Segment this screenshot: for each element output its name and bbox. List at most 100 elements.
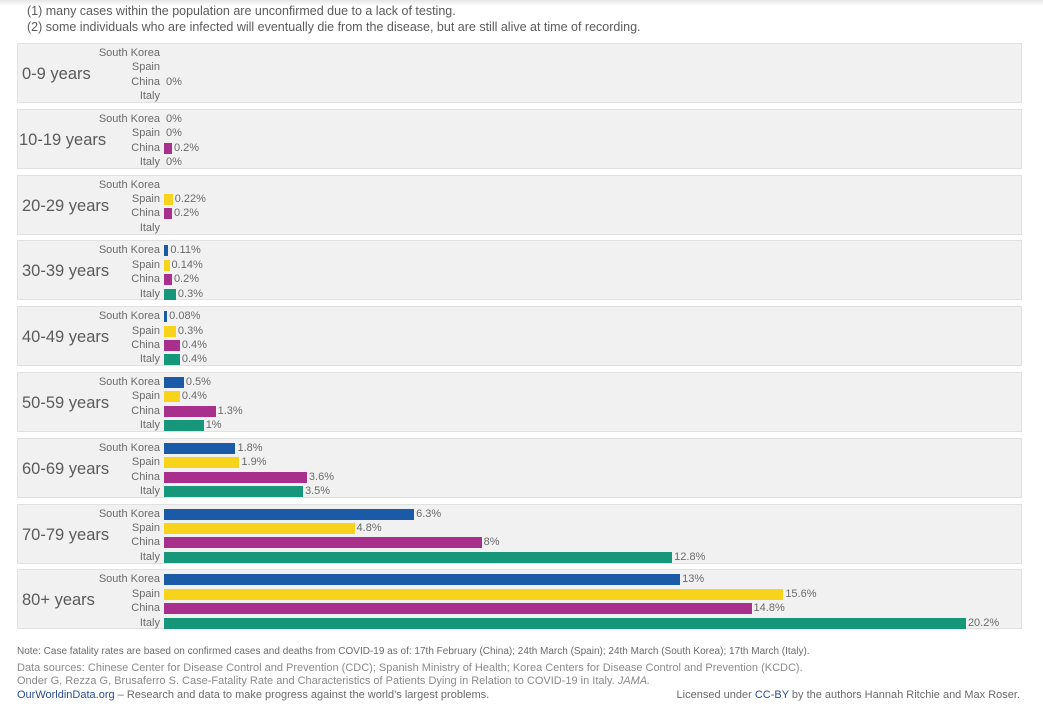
country-label-spain: Spain	[131, 61, 160, 74]
value-label-30-39-years-china: 0.2%	[173, 273, 200, 286]
country-label-china: China	[131, 404, 160, 417]
value-label-50-59-years-china: 1.3%	[217, 404, 243, 417]
value-label-40-49-years-south-korea: 0.08%	[169, 310, 201, 323]
bar-50-59-years-italy	[164, 420, 204, 432]
chart-note: Note: Case fatality rates are based on c…	[17, 646, 810, 657]
footer-left: OurWorldinData.org – Research and data t…	[17, 689, 489, 701]
country-label-italy: Italy	[139, 616, 160, 629]
citation-journal: JAMA.	[617, 675, 651, 687]
value-label-50-59-years-italy: 1%	[205, 419, 222, 432]
bar-70-79-years-south-korea	[164, 508, 415, 520]
value-label-20-29-years-china: 0.2%	[173, 207, 200, 220]
value-label-80-years-south-korea: 13%	[682, 573, 705, 586]
age-label: 70-79 years	[22, 525, 110, 544]
country-label-italy: Italy	[139, 287, 160, 300]
value-label-0-9-years-china: 0%	[166, 75, 182, 88]
country-label-south-korea: South Korea	[98, 573, 160, 586]
country-label-south-korea: South Korea	[98, 178, 160, 191]
country-label-south-korea: South Korea	[98, 112, 160, 125]
bar-70-79-years-spain	[164, 523, 355, 534]
country-label-south-korea: South Korea	[98, 441, 160, 454]
value-label-30-39-years-italy: 0.3%	[177, 287, 203, 300]
value-label-60-69-years-china: 3.6%	[308, 470, 334, 483]
bar-60-69-years-china	[164, 471, 307, 483]
bar-30-39-years-south-korea	[164, 245, 169, 257]
country-label-spain: Spain	[131, 193, 160, 205]
value-label-40-49-years-china: 0.4%	[181, 339, 207, 351]
citation-text: Onder G, Rezza G, Brusaferro S. Case-Fat…	[17, 675, 618, 687]
value-label-10-19-years-china: 0.2%	[173, 141, 200, 154]
country-label-china: China	[131, 339, 160, 351]
bar-40-49-years-south-korea	[164, 311, 168, 323]
age-group-30-39-years	[17, 240, 1022, 301]
bar-70-79-years-china	[164, 537, 482, 549]
age-group-0-9-years	[17, 43, 1022, 103]
country-label-italy: Italy	[139, 221, 160, 234]
age-label: 50-59 years	[22, 394, 110, 412]
value-label-20-29-years-spain: 0.22%	[174, 193, 206, 205]
value-label-70-79-years-spain: 4.8%	[356, 522, 382, 534]
value-label-80-years-spain: 15.6%	[785, 587, 817, 600]
owid-link[interactable]: OurWorldinData.org	[17, 689, 115, 701]
bar-80-years-italy	[164, 617, 966, 629]
country-label-italy: Italy	[139, 550, 160, 563]
country-label-spain: Spain	[131, 522, 160, 534]
value-label-10-19-years-spain: 0%	[166, 127, 182, 140]
country-label-south-korea: South Korea	[98, 47, 160, 59]
intro-line-2: (2) some individuals who are infected wi…	[27, 20, 641, 34]
country-label-south-korea: South Korea	[98, 244, 160, 257]
country-label-china: China	[131, 207, 160, 220]
value-label-10-19-years-south-korea: 0%	[166, 112, 182, 125]
bar-50-59-years-spain	[164, 391, 180, 403]
bar-60-69-years-south-korea	[164, 442, 236, 454]
country-label-china: China	[131, 273, 160, 286]
country-label-china: China	[131, 602, 160, 615]
country-label-china: China	[131, 75, 160, 88]
value-label-60-69-years-spain: 1.9%	[241, 456, 267, 469]
value-label-80-years-china: 14.8%	[753, 602, 785, 615]
country-label-italy: Italy	[139, 156, 160, 168]
age-label: 60-69 years	[22, 459, 110, 478]
country-label-spain: Spain	[131, 587, 160, 600]
country-label-south-korea: South Korea	[98, 310, 160, 323]
value-label-70-79-years-china: 8%	[483, 536, 500, 549]
country-label-south-korea: South Korea	[98, 507, 160, 520]
bar-50-59-years-china	[164, 405, 216, 417]
age-label: 80+ years	[22, 591, 95, 610]
age-group-40-49-years	[17, 306, 1022, 367]
age-label: 10-19 years	[19, 130, 107, 149]
license-link[interactable]: CC-BY	[754, 689, 789, 701]
citation: Onder G, Rezza G, Brusaferro S. Case-Fat…	[17, 675, 650, 687]
bar-30-39-years-china	[164, 274, 172, 286]
country-label-italy: Italy	[139, 90, 160, 103]
country-label-italy: Italy	[139, 353, 160, 366]
age-group-10-19-years	[17, 108, 1022, 169]
value-label-30-39-years-spain: 0.14%	[171, 258, 203, 271]
country-label-italy: Italy	[139, 419, 160, 432]
age-group-20-29-years	[17, 174, 1022, 235]
intro-line-1: (1) many cases within the population are…	[27, 4, 456, 18]
age-label: 0-9 years	[22, 65, 91, 83]
value-label-50-59-years-south-korea: 0.5%	[185, 376, 211, 388]
country-label-italy: Italy	[139, 485, 160, 497]
footer-right: Licensed under CC-BY by the authors Hann…	[677, 689, 1020, 701]
bar-80-years-spain	[164, 588, 784, 600]
country-label-spain: Spain	[131, 324, 160, 337]
country-label-spain: Spain	[131, 390, 160, 403]
bar-30-39-years-spain	[164, 259, 170, 271]
footer-tagline: – Research and data to make progress aga…	[114, 689, 490, 701]
value-label-60-69-years-italy: 3.5%	[304, 485, 331, 497]
country-label-spain: Spain	[131, 258, 160, 271]
bar-60-69-years-italy	[164, 486, 303, 497]
bar-80-years-south-korea	[164, 574, 681, 586]
bar-50-59-years-south-korea	[164, 377, 184, 388]
bar-20-29-years-china	[164, 208, 172, 220]
age-label: 30-39 years	[22, 262, 110, 281]
bar-80-years-china	[164, 603, 752, 615]
value-label-40-49-years-spain: 0.3%	[177, 324, 203, 337]
bar-30-39-years-italy	[164, 288, 176, 300]
country-label-spain: Spain	[131, 456, 160, 469]
bar-70-79-years-italy	[164, 551, 673, 563]
value-label-70-79-years-south-korea: 6.3%	[416, 507, 442, 520]
